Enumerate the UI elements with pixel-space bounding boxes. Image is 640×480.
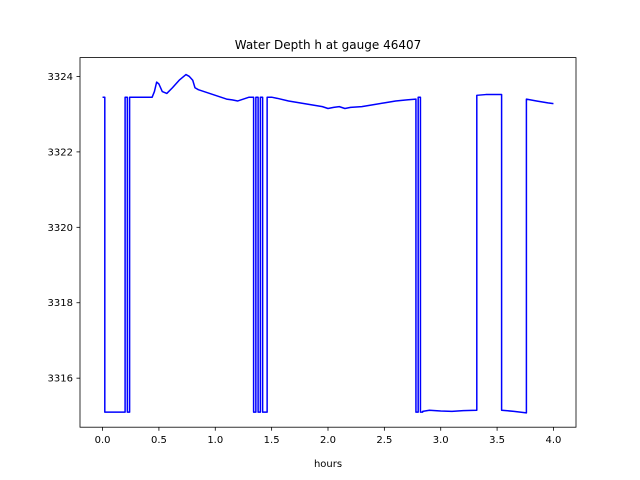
x-tick-label: 3.0 xyxy=(433,435,449,446)
chart-title: Water Depth h at gauge 46407 xyxy=(235,38,422,52)
y-tick-label: 3322 xyxy=(48,147,73,158)
x-axis-label: hours xyxy=(314,459,342,470)
y-axis: 3316 3318 3320 3322 3324 xyxy=(48,72,80,385)
x-tick-label: 2.0 xyxy=(320,435,336,446)
x-axis: 0.0 0.5 1.0 1.5 2.0 2.5 3.0 3.5 4.0 xyxy=(95,427,562,446)
y-tick-label: 3320 xyxy=(48,223,73,234)
x-tick-label: 1.0 xyxy=(207,435,223,446)
y-tick-label: 3318 xyxy=(48,298,73,309)
x-tick-label: 0.0 xyxy=(95,435,111,446)
series-layer xyxy=(102,73,554,414)
series-line xyxy=(102,73,554,414)
y-tick-label: 3324 xyxy=(48,72,73,83)
x-tick-label: 0.5 xyxy=(151,435,167,446)
x-tick-label: 3.5 xyxy=(489,435,505,446)
x-tick-label: 4.0 xyxy=(546,435,562,446)
x-tick-label: 1.5 xyxy=(264,435,280,446)
y-tick-label: 3316 xyxy=(48,374,73,385)
x-tick-label: 2.5 xyxy=(376,435,392,446)
